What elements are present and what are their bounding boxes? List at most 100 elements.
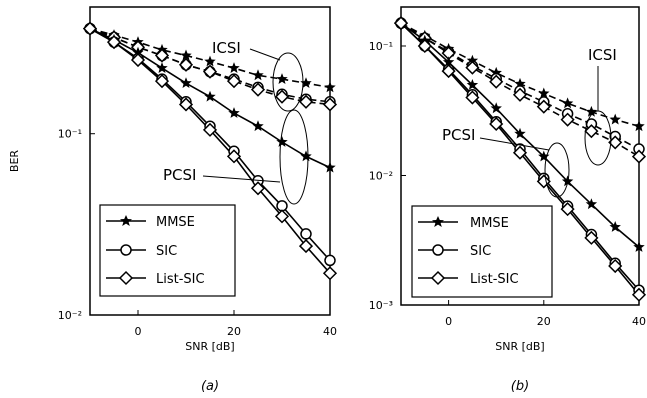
marker-pcsi-star-b-9 bbox=[609, 221, 621, 232]
marker-pcsi-diamond-a-10 bbox=[322, 266, 338, 281]
legend-a: MMSE SIC List-SIC bbox=[99, 204, 236, 297]
icsi-ellipse-a bbox=[272, 52, 304, 112]
marker-icsi-star-a-6 bbox=[228, 62, 240, 73]
icsi-annotation-a: ICSI bbox=[212, 39, 304, 112]
subplot-label-b: (b) bbox=[511, 379, 529, 394]
marker-pcsi-diamond-a-7 bbox=[250, 181, 266, 196]
y-axis-label-a: BER bbox=[8, 150, 21, 172]
marker-pcsi-star-b-4 bbox=[490, 102, 502, 114]
y-tick-label-b-1: 10⁻² bbox=[369, 169, 393, 182]
panel-a: 0 20 40 10⁻¹ 10⁻² BER SNR [dB] (a) ICSI PCS… bbox=[8, 6, 338, 394]
marker-pcsi-star-a-7 bbox=[252, 120, 264, 132]
x-tick-label-a-2: 40 bbox=[323, 325, 337, 338]
x-tick-label-b-1: 20 bbox=[537, 315, 551, 328]
x-tick-label-a-1: 20 bbox=[227, 325, 241, 338]
x-tick-label-b-0: 0 bbox=[445, 315, 452, 328]
marker-pcsi-circle-a-10 bbox=[324, 254, 336, 267]
x-ticks-a: 0 20 40 bbox=[135, 310, 337, 338]
pcsi-annotation-a: PCSI bbox=[163, 109, 309, 205]
marker-pcsi-star-b-5 bbox=[514, 127, 526, 139]
marker-icsi-diamond-b-7 bbox=[560, 112, 575, 127]
x-axis-label-a: SNR [dB] bbox=[185, 340, 234, 353]
marker-pcsi-diamond-a-8 bbox=[274, 209, 290, 224]
marker-pcsi-star-b-10 bbox=[633, 241, 645, 252]
legend-star-icon-b bbox=[432, 216, 444, 227]
y-tick-label-a-0: 10⁻¹ bbox=[58, 128, 82, 141]
marker-pcsi-star-b-2 bbox=[442, 56, 455, 67]
pcsi-ellipse-a bbox=[279, 109, 309, 205]
legend-diamond-icon-a bbox=[118, 270, 134, 286]
panel-b: 0 20 40 10⁻¹ 10⁻² 10⁻³ SNR [dB] (b) ICSI PCS… bbox=[369, 6, 647, 394]
legend-label-sic-a: SIC bbox=[156, 244, 177, 259]
marker-icsi-star-b-8 bbox=[585, 105, 598, 117]
marker-pcsi-star-a-9 bbox=[300, 150, 312, 162]
plot-frame-a bbox=[89, 6, 331, 316]
marker-pcsi-diamond-b-5 bbox=[512, 145, 528, 160]
pcsi-pointer-a bbox=[202, 175, 281, 183]
legend-label-mmse-a: MMSE bbox=[156, 215, 195, 230]
marker-pcsi-diamond-b-1 bbox=[417, 38, 432, 54]
marker-pcsi-diamond-b-0 bbox=[393, 16, 409, 31]
marker-icsi-star-a-9 bbox=[300, 77, 312, 88]
icsi-annotation-b: ICSI bbox=[584, 46, 617, 166]
marker-icsi-star-a-5 bbox=[204, 55, 216, 67]
marker-pcsi-diamond-a-3 bbox=[154, 74, 170, 89]
series-markers-b bbox=[393, 16, 647, 302]
marker-pcsi-diamond-b-8 bbox=[584, 230, 599, 245]
marker-icsi-diamond-a-6 bbox=[226, 74, 242, 89]
marker-icsi-diamond-a-4 bbox=[178, 57, 194, 72]
marker-pcsi-star-b-8 bbox=[585, 198, 598, 210]
marker-icsi-star-b-3 bbox=[466, 54, 479, 66]
pcsi-label-b: PCSI bbox=[442, 126, 475, 144]
marker-icsi-diamond-b-6 bbox=[536, 99, 551, 114]
marker-icsi-diamond-a-7 bbox=[250, 82, 266, 97]
marker-pcsi-star-a-6 bbox=[228, 107, 240, 118]
marker-pcsi-star-a-4 bbox=[180, 77, 192, 88]
legend-b: MMSE SIC List-SIC bbox=[411, 205, 553, 298]
y-ticks-a: 10⁻¹ 10⁻² bbox=[58, 128, 95, 322]
marker-pcsi-star-b-6 bbox=[538, 150, 550, 162]
marker-icsi-star-a-7 bbox=[252, 69, 264, 81]
icsi-pointer-a bbox=[249, 48, 281, 61]
marker-pcsi-diamond-a-9 bbox=[298, 239, 314, 254]
marker-icsi-diamond-b-10 bbox=[631, 149, 647, 164]
x-tick-label-a-0: 0 bbox=[135, 325, 142, 338]
marker-pcsi-diamond-a-0 bbox=[82, 21, 98, 36]
marker-pcsi-circle-a-9 bbox=[300, 228, 312, 240]
pcsi-pointer-b bbox=[479, 137, 550, 151]
y-tick-label-a-1: 10⁻² bbox=[58, 309, 82, 322]
icsi-label-b: ICSI bbox=[588, 46, 617, 64]
marker-pcsi-star-a-5 bbox=[204, 90, 216, 102]
marker-icsi-star-a-4 bbox=[180, 49, 192, 61]
legend-circle-icon-b bbox=[432, 244, 444, 256]
marker-pcsi-diamond-b-3 bbox=[465, 90, 480, 105]
marker-icsi-diamond-b-4 bbox=[489, 74, 504, 89]
legend-label-listsic-a: List-SIC bbox=[156, 272, 205, 287]
legend-label-mmse-b: MMSE bbox=[470, 216, 509, 231]
marker-icsi-diamond-b-3 bbox=[465, 60, 480, 75]
icsi-label-a: ICSI bbox=[212, 39, 241, 57]
marker-icsi-diamond-a-10 bbox=[322, 97, 338, 112]
subplot-label-a: (a) bbox=[201, 379, 219, 394]
marker-icsi-star-b-4 bbox=[490, 66, 502, 78]
marker-pcsi-diamond-a-2 bbox=[130, 52, 146, 68]
marker-pcsi-diamond-a-4 bbox=[178, 97, 194, 112]
x-tick-label-b-2: 40 bbox=[632, 315, 646, 328]
marker-icsi-diamond-a-5 bbox=[202, 64, 218, 79]
marker-icsi-star-a-10 bbox=[324, 81, 336, 93]
marker-icsi-star-a-8 bbox=[276, 73, 288, 84]
pcsi-label-a: PCSI bbox=[163, 166, 196, 184]
marker-icsi-star-b-6 bbox=[538, 87, 550, 99]
marker-pcsi-diamond-b-7 bbox=[560, 202, 575, 217]
legend-diamond-icon-b bbox=[430, 270, 446, 286]
legend-label-sic-b: SIC bbox=[470, 244, 491, 259]
series-markers-a bbox=[82, 21, 338, 281]
marker-pcsi-star-a-8 bbox=[276, 136, 288, 147]
marker-icsi-star-b-9 bbox=[609, 113, 621, 125]
marker-icsi-star-b-7 bbox=[561, 97, 574, 109]
marker-pcsi-diamond-b-4 bbox=[489, 116, 504, 132]
marker-pcsi-star-a-10 bbox=[324, 161, 336, 173]
marker-icsi-diamond-a-9 bbox=[298, 94, 314, 109]
legend-star-icon-a bbox=[120, 215, 132, 226]
